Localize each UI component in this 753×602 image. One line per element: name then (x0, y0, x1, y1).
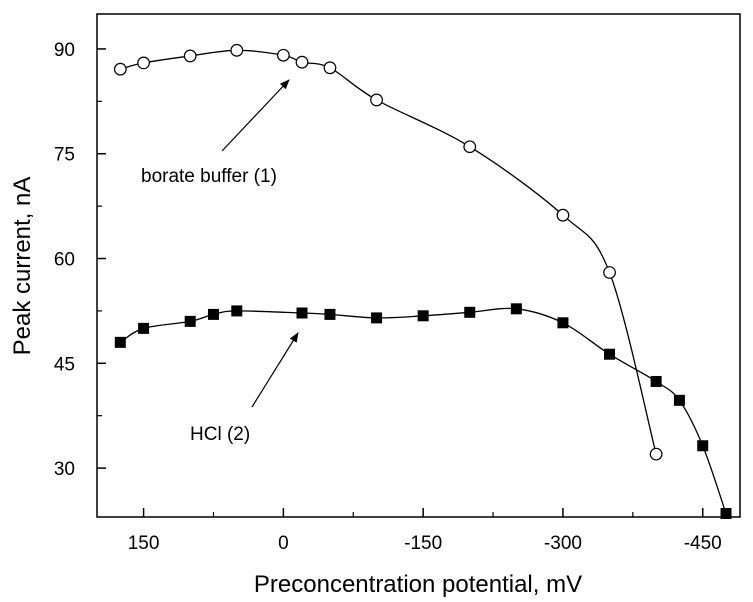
x-tick-label: -450 (684, 533, 722, 554)
y-tick-label: 90 (54, 40, 75, 61)
x-tick-label: 150 (128, 533, 160, 554)
series-1-point (183, 49, 197, 63)
series-1-point (113, 62, 127, 76)
x-axis-title: Preconcentration potential, mV (254, 571, 582, 598)
x-tick-label: -150 (404, 533, 442, 554)
y-tick-label: 30 (54, 459, 75, 480)
series-1-point (230, 43, 244, 57)
series-2-line (119, 307, 727, 514)
annotation-arrow (221, 79, 290, 152)
series-2-point (697, 440, 709, 452)
series-2-point (296, 307, 308, 319)
series-1-point (556, 208, 570, 222)
y-tick-label: 60 (54, 250, 75, 271)
series-2-point (510, 303, 522, 315)
series-1-point (649, 447, 663, 461)
series-1-point (137, 56, 150, 70)
series-2-point (324, 308, 336, 320)
y-tick-label: 75 (54, 145, 75, 166)
series-2-point (138, 322, 150, 334)
annotation-label: borate buffer (1) (141, 166, 277, 187)
series-2-point (464, 306, 476, 318)
series-1-point (463, 140, 477, 154)
series-2-point (114, 336, 126, 348)
series-2-point (231, 305, 243, 317)
series-1-point (370, 93, 383, 107)
plot-area-frame (96, 13, 741, 518)
series-2-point (207, 308, 219, 320)
x-tick-label: -300 (544, 533, 582, 554)
y-tick-label: 45 (54, 354, 75, 375)
series-1-point (276, 48, 290, 62)
y-axis-title: Peak current, nA (9, 177, 36, 356)
annotation-label: HCl (2) (190, 424, 250, 445)
series-1-point (603, 266, 616, 279)
series-2-point (604, 348, 616, 360)
series-2-point (720, 508, 732, 520)
series-1-point (323, 61, 337, 75)
x-tick-label: 0 (278, 533, 289, 554)
series-2-point (184, 315, 196, 327)
series-2-point (557, 317, 569, 329)
series-1-point (295, 55, 309, 69)
series-2-point (417, 310, 429, 322)
series-2-point (673, 394, 685, 406)
series-2-point (650, 375, 662, 387)
series-1-line (120, 49, 657, 455)
annotation-arrow (251, 332, 299, 408)
series-2-point (371, 312, 383, 324)
